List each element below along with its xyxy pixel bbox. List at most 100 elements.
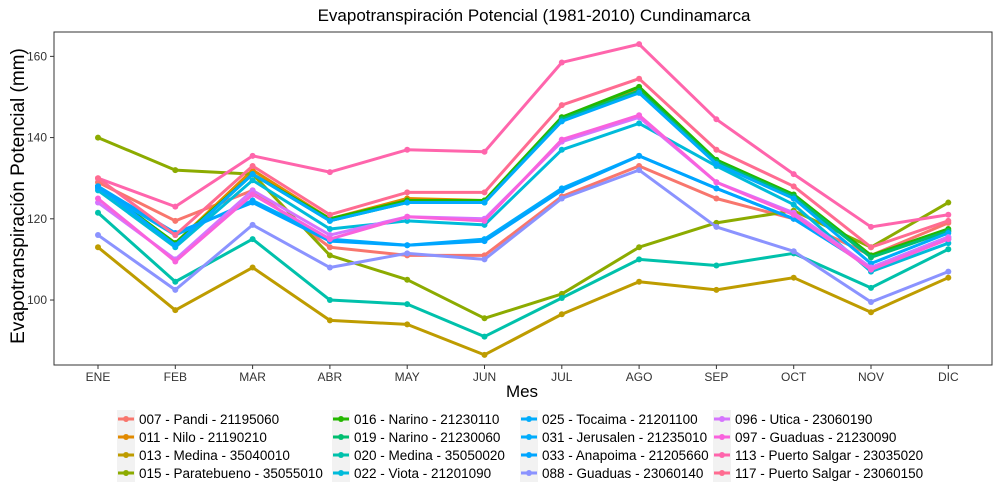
data-point xyxy=(326,236,333,243)
data-point xyxy=(326,217,333,224)
legend-key-point xyxy=(526,452,532,458)
legend-label: 096 - Utica - 23060190 xyxy=(735,412,872,427)
data-point xyxy=(249,236,256,243)
legend-key-point xyxy=(719,470,725,476)
legend-label: 031 - Jerusalen - 21235010 xyxy=(542,430,707,445)
data-point xyxy=(713,179,720,186)
data-point xyxy=(481,148,488,155)
legend-key-point xyxy=(526,470,532,476)
data-point xyxy=(945,217,952,224)
data-point xyxy=(945,199,952,206)
legend-label: 097 - Guaduas - 21230090 xyxy=(735,430,896,445)
data-point xyxy=(636,75,643,82)
data-point xyxy=(404,199,411,206)
data-point xyxy=(404,189,411,196)
legend-item: 031 - Jerusalen - 21235010 xyxy=(520,428,707,446)
data-point xyxy=(481,199,488,206)
legend-label: 013 - Medina - 35040010 xyxy=(139,448,290,463)
data-point xyxy=(558,136,565,143)
data-point xyxy=(481,256,488,263)
legend-label: 033 - Anapoima - 21205660 xyxy=(542,448,709,463)
data-point xyxy=(790,274,797,281)
legend-key-point xyxy=(526,416,532,422)
data-point xyxy=(636,89,643,96)
x-tick-label: FEB xyxy=(164,370,187,384)
data-point xyxy=(636,256,643,263)
series-line xyxy=(96,121,950,274)
legend-key-point xyxy=(338,416,344,422)
data-point xyxy=(713,286,720,293)
data-point xyxy=(945,274,952,281)
data-point xyxy=(636,167,643,174)
data-point xyxy=(713,185,720,192)
x-tick-label: ABR xyxy=(318,370,343,384)
data-point xyxy=(404,213,411,220)
data-point xyxy=(713,262,720,269)
data-point xyxy=(326,264,333,271)
data-point xyxy=(558,102,565,109)
legend-item: 022 - Viota - 21201090 xyxy=(332,464,491,482)
legend-key-point xyxy=(719,452,725,458)
series-line xyxy=(96,77,950,249)
data-point xyxy=(790,211,797,218)
data-point xyxy=(172,286,179,293)
legend-item: 113 - Puerto Salgar - 23035020 xyxy=(713,446,923,464)
series-line xyxy=(96,42,950,229)
legend-key-point xyxy=(123,452,129,458)
legend-key-point xyxy=(526,434,532,440)
data-point xyxy=(868,284,874,291)
legend-label: 015 - Paratebueno - 35055010 xyxy=(139,466,323,481)
legend-label: 022 - Viota - 21201090 xyxy=(354,466,491,481)
legend-label: 016 - Narino - 21230110 xyxy=(354,412,499,427)
data-point xyxy=(558,118,565,125)
data-point xyxy=(249,163,256,170)
y-axis-title: Evapotranspiración Potencial (mm) xyxy=(8,48,29,344)
legend-item: 097 - Guaduas - 21230090 xyxy=(713,428,896,446)
x-tick-label: ENE xyxy=(86,370,111,384)
data-point xyxy=(404,250,411,257)
data-point xyxy=(636,278,643,285)
data-point xyxy=(945,246,952,253)
x-tick-label: AGO xyxy=(626,370,653,384)
data-point xyxy=(713,195,720,202)
data-point xyxy=(95,134,101,141)
legend-label: 019 - Narino - 21230060 xyxy=(354,430,500,445)
series-layer xyxy=(95,41,952,358)
y-tick-label: 140 xyxy=(27,131,47,145)
data-point xyxy=(172,232,179,239)
legend-item: 007 - Pandi - 21195060 xyxy=(117,410,279,428)
legend-label: 007 - Pandi - 21195060 xyxy=(139,412,279,427)
series-line xyxy=(96,113,950,272)
data-point xyxy=(790,171,797,178)
plot-panel xyxy=(53,31,993,366)
data-point xyxy=(95,183,101,190)
legend-item: 025 - Tocaima - 21201100 xyxy=(520,410,698,428)
y-tick-label: 120 xyxy=(27,212,47,226)
data-point xyxy=(95,175,101,182)
series-line xyxy=(96,154,950,270)
data-point xyxy=(481,238,488,245)
data-point xyxy=(481,189,488,196)
x-axis-title: Mes xyxy=(506,382,538,401)
data-point xyxy=(481,315,488,322)
legend-key-point xyxy=(338,452,344,458)
x-tick-label: DIC xyxy=(938,370,959,384)
data-point xyxy=(326,297,333,304)
data-point xyxy=(326,211,333,218)
legend-item: 015 - Paratebueno - 35055010 xyxy=(117,464,323,482)
data-point xyxy=(249,221,256,228)
x-tick-label: MAY xyxy=(395,370,420,384)
data-point xyxy=(636,120,643,127)
x-tick-label: NOV xyxy=(858,370,884,384)
data-point xyxy=(790,248,797,255)
data-point xyxy=(558,294,565,301)
series-line xyxy=(96,168,950,304)
data-point xyxy=(868,244,874,251)
legend-item: 088 - Guaduas - 23060140 xyxy=(520,464,703,482)
data-point xyxy=(95,244,101,251)
data-point xyxy=(945,236,952,243)
data-point xyxy=(481,217,488,224)
data-point xyxy=(636,112,643,119)
data-point xyxy=(868,309,874,316)
data-point xyxy=(713,223,720,230)
